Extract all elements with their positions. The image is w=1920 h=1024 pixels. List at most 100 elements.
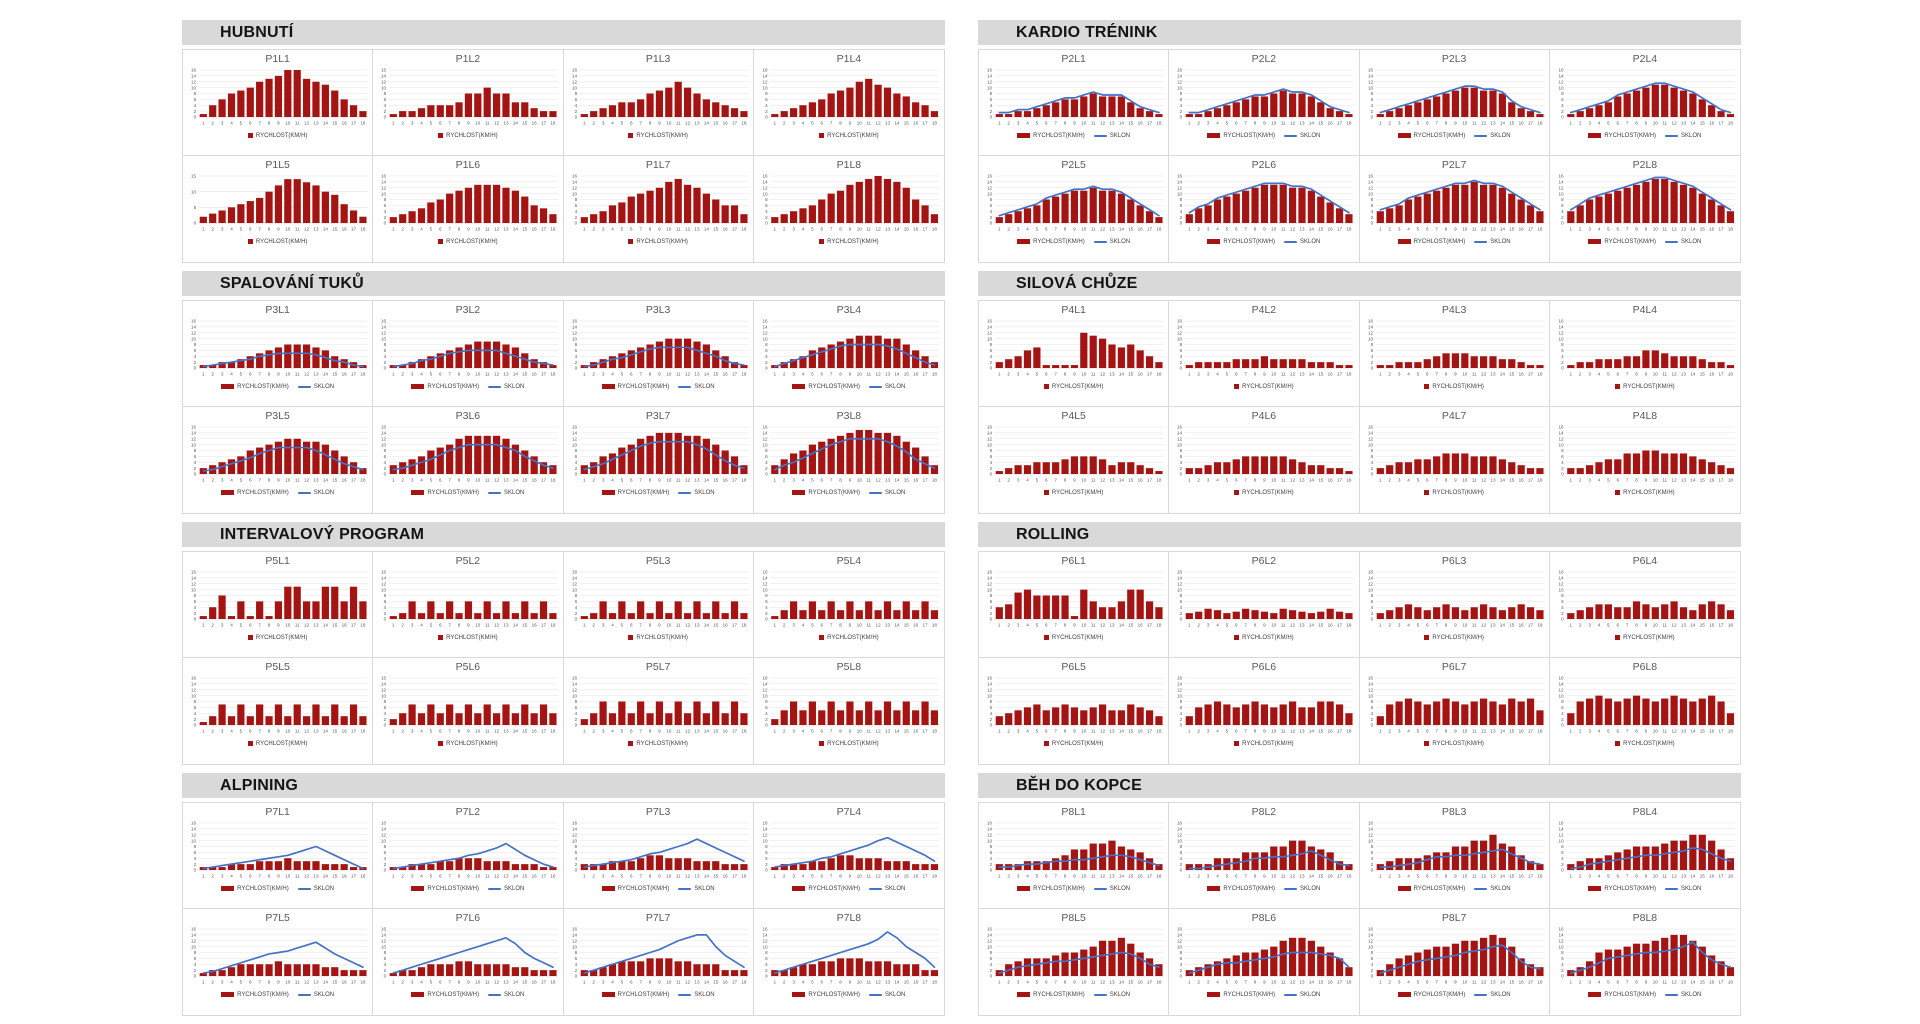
chart-P3L3[interactable]: P3L3 16 14 12 10 8 6 4 2 0 1 2 3 4 5 6 7 8 9 10 11 12 13 14 15 16… bbox=[563, 301, 754, 407]
chart-P7L8[interactable]: P7L8 16 14 12 10 8 6 4 2 0 1 2 3 4 5 6 7 8 9 10 11 12 13 14 15 16… bbox=[754, 909, 944, 1015]
chart-P2L1[interactable]: P2L1 16 14 12 10 8 6 4 2 0 1 2 3 4 5 6 7 8 9 10 11 12 13 14 15 16… bbox=[979, 50, 1170, 156]
chart-P2L8[interactable]: P2L8 16 14 12 10 8 6 4 2 0 1 2 3 4 5 6 7 8 9 10 11 12 13 14 15 16… bbox=[1550, 156, 1740, 262]
chart-P1L8[interactable]: P1L8 16 14 12 10 8 6 4 2 0 1 2 3 4 5 6 7 8 9 10 11 12 13 14 15 16… bbox=[754, 156, 944, 262]
chart-P4L7[interactable]: P4L7 16 14 12 10 8 6 4 2 0 1 2 3 4 5 6 7 8 9 10 11 12 13 14 15 16… bbox=[1360, 407, 1550, 513]
chart-P1L2[interactable]: P1L2 16 14 12 10 8 6 4 2 0 1 2 3 4 5 6 7 8 9 10 11 12 13 14 15 16… bbox=[373, 50, 564, 156]
chart-P4L4[interactable]: P4L4 16 14 12 10 8 6 4 2 0 1 2 3 4 5 6 7 8 9 10 11 12 13 14 15 16… bbox=[1549, 301, 1740, 407]
chart-P3L2[interactable]: P3L2 16 14 12 10 8 6 4 2 0 1 2 3 4 5 6 7 8 9 10 11 12 13 14 15 16… bbox=[373, 301, 564, 407]
chart-P6L5[interactable]: P6L5 16 14 12 10 8 6 4 2 0 1 2 3 4 5 6 7 8 9 10 11 12 13 14 15 16… bbox=[979, 658, 1170, 764]
y-tick-label: 6 bbox=[990, 850, 993, 855]
y-tick-label: 6 bbox=[1561, 705, 1564, 710]
x-tick-label: 16 bbox=[1518, 980, 1524, 985]
sklon-swatch-icon bbox=[1093, 240, 1107, 243]
bar bbox=[1432, 852, 1440, 871]
sklon-legend-item: SKLON bbox=[487, 490, 524, 496]
y-tick-label: 14 bbox=[191, 576, 197, 581]
x-tick-label: 1 bbox=[1569, 729, 1572, 734]
chart-P4L2[interactable]: P4L2 16 14 12 10 8 6 4 2 0 1 2 3 4 5 6 7 8 9 10 11 12 13 14 15 16… bbox=[1169, 301, 1360, 407]
chart-P1L1[interactable]: P1L1 16 14 12 10 8 6 4 2 0 1 2 3 4 5 6 7 8 9 10 11 12 13 14 15 16… bbox=[183, 50, 374, 156]
chart-P5L1[interactable]: P5L1 16 14 12 10 8 6 4 2 0 1 2 3 4 5 6 7 8 9 10 11 12 13 14 15 16… bbox=[183, 552, 374, 658]
chart-P7L6[interactable]: P7L6 16 14 12 10 8 6 4 2 0 1 2 3 4 5 6 7 8 9 10 11 12 13 14 15 16… bbox=[373, 909, 564, 1015]
chart-P5L6[interactable]: P5L6 16 14 12 10 8 6 4 2 0 1 2 3 4 5 6 7 8 9 10 11 12 13 14 15 16… bbox=[373, 658, 564, 764]
chart-P6L6[interactable]: P6L6 16 14 12 10 8 6 4 2 0 1 2 3 4 5 6 7 8 9 10 11 12 13 14 15 16… bbox=[1169, 658, 1360, 764]
chart-P7L2[interactable]: P7L2 16 14 12 10 8 6 4 2 0 1 2 3 4 5 6 7 8 9 10 11 12 13 14 15 16… bbox=[373, 803, 564, 909]
bar bbox=[1488, 456, 1497, 475]
bar bbox=[799, 208, 807, 223]
bar bbox=[1498, 93, 1506, 117]
chart-P3L1[interactable]: P3L1 16 14 12 10 8 6 4 2 0 1 2 3 4 5 6 7 8 9 10 11 12 13 14 15 16… bbox=[183, 301, 374, 407]
bar bbox=[293, 704, 301, 725]
chart-P6L4[interactable]: P6L4 16 14 12 10 8 6 4 2 0 1 2 3 4 5 6 7 8 9 10 11 12 13 14 15 16… bbox=[1549, 552, 1740, 658]
x-tick-label: 13 bbox=[1109, 121, 1115, 126]
chart-P6L7[interactable]: P6L7 16 14 12 10 8 6 4 2 0 1 2 3 4 5 6 7 8 9 10 11 12 13 14 15 16… bbox=[1360, 658, 1550, 764]
chart-P4L5[interactable]: P4L5 16 14 12 10 8 6 4 2 0 1 2 3 4 5 6 7 8 9 10 11 12 13 14 15 16… bbox=[979, 407, 1170, 513]
chart-P8L1[interactable]: P8L1 16 14 12 10 8 6 4 2 0 1 2 3 4 5 6 7 8 9 10 11 12 13 14 15 16… bbox=[979, 803, 1170, 909]
chart-P2L7[interactable]: P2L7 16 14 12 10 8 6 4 2 0 1 2 3 4 5 6 7 8 9 10 11 12 13 14 15 16… bbox=[1360, 156, 1550, 262]
chart-P8L3[interactable]: P8L3 16 14 12 10 8 6 4 2 0 1 2 3 4 5 6 7 8 9 10 11 12 13 14 15 16… bbox=[1359, 803, 1550, 909]
chart-P8L7[interactable]: P8L7 16 14 12 10 8 6 4 2 0 1 2 3 4 5 6 7 8 9 10 11 12 13 14 15 16… bbox=[1360, 909, 1550, 1015]
chart-P1L3[interactable]: P1L3 16 14 12 10 8 6 4 2 0 1 2 3 4 5 6 7 8 9 10 11 12 13 14 15 16… bbox=[563, 50, 754, 156]
legend: RYCHLOST(KM/H) SKLON bbox=[754, 487, 944, 498]
chart-P2L3[interactable]: P2L3 16 14 12 10 8 6 4 2 0 1 2 3 4 5 6 7 8 9 10 11 12 13 14 15 16… bbox=[1359, 50, 1550, 156]
y-tick-label: 0 bbox=[1370, 723, 1373, 728]
chart-P2L6[interactable]: P2L6 16 14 12 10 8 6 4 2 0 1 2 3 4 5 6 7 8 9 10 11 12 13 14 15 16… bbox=[1169, 156, 1360, 262]
x-tick-label: 15 bbox=[1509, 980, 1515, 985]
x-tick-label: 14 bbox=[1499, 623, 1505, 628]
x-tick-label: 4 bbox=[611, 623, 614, 628]
x-tick-label: 18 bbox=[1347, 623, 1353, 628]
chart-P6L3[interactable]: P6L3 16 14 12 10 8 6 4 2 0 1 2 3 4 5 6 7 8 9 10 11 12 13 14 15 16… bbox=[1359, 552, 1550, 658]
y-tick-label: 8 bbox=[574, 593, 577, 598]
chart-P7L7[interactable]: P7L7 16 14 12 10 8 6 4 2 0 1 2 3 4 5 6 7 8 9 10 11 12 13 14 15 16… bbox=[564, 909, 754, 1015]
chart-P3L5[interactable]: P3L5 16 14 12 10 8 6 4 2 0 1 2 3 4 5 6 7 8 9 10 11 12 13 14 15 16… bbox=[183, 407, 374, 513]
speed-legend-item: RYCHLOST(KM/H) bbox=[221, 490, 289, 496]
chart-P6L1[interactable]: P6L1 16 14 12 10 8 6 4 2 0 1 2 3 4 5 6 7 8 9 10 11 12 13 14 15 16… bbox=[979, 552, 1170, 658]
bar bbox=[1451, 943, 1459, 976]
x-tick-label: 10 bbox=[476, 623, 482, 628]
chart-P7L1[interactable]: P7L1 16 14 12 10 8 6 4 2 0 1 2 3 4 5 6 7 8 9 10 11 12 13 14 15 16… bbox=[183, 803, 374, 909]
chart-P8L5[interactable]: P8L5 16 14 12 10 8 6 4 2 0 1 2 3 4 5 6 7 8 9 10 11 12 13 14 15 16… bbox=[979, 909, 1170, 1015]
chart-P5L5[interactable]: P5L5 16 14 12 10 8 6 4 2 0 1 2 3 4 5 6 7 8 9 10 11 12 13 14 15 16… bbox=[183, 658, 374, 764]
chart-P3L6[interactable]: P3L6 16 14 12 10 8 6 4 2 0 1 2 3 4 5 6 7 8 9 10 11 12 13 14 15 16… bbox=[373, 407, 564, 513]
chart-P5L2[interactable]: P5L2 16 14 12 10 8 6 4 2 0 1 2 3 4 5 6 7 8 9 10 11 12 13 14 15 16… bbox=[373, 552, 564, 658]
chart-P1L7[interactable]: P1L7 16 14 12 10 8 6 4 2 0 1 2 3 4 5 6 7 8 9 10 11 12 13 14 15 16… bbox=[564, 156, 754, 262]
chart-P7L5[interactable]: P7L5 16 14 12 10 8 6 4 2 0 1 2 3 4 5 6 7 8 9 10 11 12 13 14 15 16… bbox=[183, 909, 374, 1015]
chart-P8L4[interactable]: P8L4 16 14 12 10 8 6 4 2 0 1 2 3 4 5 6 7 8 9 10 11 12 13 14 15 16… bbox=[1549, 803, 1740, 909]
chart-P7L3[interactable]: P7L3 16 14 12 10 8 6 4 2 0 1 2 3 4 5 6 7 8 9 10 11 12 13 14 15 16… bbox=[563, 803, 754, 909]
bar bbox=[1155, 362, 1163, 369]
x-tick-label: 14 bbox=[1499, 372, 1505, 377]
chart-title: P4L3 bbox=[1441, 304, 1467, 316]
chart-P6L8[interactable]: P6L8 16 14 12 10 8 6 4 2 0 1 2 3 4 5 6 7 8 9 10 11 12 13 14 15 16… bbox=[1550, 658, 1740, 764]
chart-P4L8[interactable]: P4L8 16 14 12 10 8 6 4 2 0 1 2 3 4 5 6 7 8 9 10 11 12 13 14 15 16… bbox=[1550, 407, 1740, 513]
legend: RYCHLOST(KM/H) SKLON bbox=[1360, 989, 1549, 1000]
chart-P4L3[interactable]: P4L3 16 14 12 10 8 6 4 2 0 1 2 3 4 5 6 7 8 9 10 11 12 13 14 15 16… bbox=[1359, 301, 1550, 407]
chart-P2L5[interactable]: P2L5 16 14 12 10 8 6 4 2 0 1 2 3 4 5 6 7 8 9 10 11 12 13 14 15 16… bbox=[979, 156, 1170, 262]
chart-P5L3[interactable]: P5L3 16 14 12 10 8 6 4 2 0 1 2 3 4 5 6 7 8 9 10 11 12 13 14 15 16… bbox=[563, 552, 754, 658]
chart-P1L4[interactable]: P1L4 16 14 12 10 8 6 4 2 0 1 2 3 4 5 6 7 8 9 10 11 12 13 14 15 16… bbox=[753, 50, 944, 156]
chart-P5L8[interactable]: P5L8 16 14 12 10 8 6 4 2 0 1 2 3 4 5 6 7 8 9 10 11 12 13 14 15 16… bbox=[754, 658, 944, 764]
chart-P7L4[interactable]: P7L4 16 14 12 10 8 6 4 2 0 1 2 3 4 5 6 7 8 9 10 11 12 13 14 15 16… bbox=[753, 803, 944, 909]
bar bbox=[1670, 840, 1678, 871]
x-tick-label: 3 bbox=[1588, 729, 1591, 734]
chart-P5L4[interactable]: P5L4 16 14 12 10 8 6 4 2 0 1 2 3 4 5 6 7 8 9 10 11 12 13 14 15 16… bbox=[753, 552, 944, 658]
chart-P3L8[interactable]: P3L8 16 14 12 10 8 6 4 2 0 1 2 3 4 5 6 7 8 9 10 11 12 13 14 15 16… bbox=[754, 407, 944, 513]
chart-P6L2[interactable]: P6L2 16 14 12 10 8 6 4 2 0 1 2 3 4 5 6 7 8 9 10 11 12 13 14 15 16… bbox=[1169, 552, 1360, 658]
chart-P2L2[interactable]: P2L2 16 14 12 10 8 6 4 2 0 1 2 3 4 5 6 7 8 9 10 11 12 13 14 15 16… bbox=[1169, 50, 1360, 156]
x-tick-label: 17 bbox=[731, 874, 737, 879]
chart-P1L5[interactable]: P1L5 15 10 5 0 1 2 3 4 5 6 7 8 9 10 11 12 13 14 15 16 17 18 RYC… bbox=[183, 156, 374, 262]
chart-P4L1[interactable]: P4L1 16 14 12 10 8 6 4 2 0 1 2 3 4 5 6 7 8 9 10 11 12 13 14 15 16… bbox=[979, 301, 1170, 407]
chart-P8L6[interactable]: P8L6 16 14 12 10 8 6 4 2 0 1 2 3 4 5 6 7 8 9 10 11 12 13 14 15 16… bbox=[1169, 909, 1360, 1015]
chart-P1L6[interactable]: P1L6 16 14 12 10 8 6 4 2 0 1 2 3 4 5 6 7 8 9 10 11 12 13 14 15 16… bbox=[373, 156, 564, 262]
chart-P8L8[interactable]: P8L8 16 14 12 10 8 6 4 2 0 1 2 3 4 5 6 7 8 9 10 11 12 13 14 15 16… bbox=[1550, 909, 1740, 1015]
chart-P8L2[interactable]: P8L2 16 14 12 10 8 6 4 2 0 1 2 3 4 5 6 7 8 9 10 11 12 13 14 15 16… bbox=[1169, 803, 1360, 909]
bar bbox=[780, 710, 788, 725]
chart-P3L4[interactable]: P3L4 16 14 12 10 8 6 4 2 0 1 2 3 4 5 6 7 8 9 10 11 12 13 14 15 16… bbox=[753, 301, 944, 407]
x-tick-label: 12 bbox=[1671, 372, 1677, 377]
chart-P5L7[interactable]: P5L7 16 14 12 10 8 6 4 2 0 1 2 3 4 5 6 7 8 9 10 11 12 13 14 15 16… bbox=[564, 658, 754, 764]
chart-P4L6[interactable]: P4L6 16 14 12 10 8 6 4 2 0 1 2 3 4 5 6 7 8 9 10 11 12 13 14 15 16… bbox=[1169, 407, 1360, 513]
bar bbox=[1632, 90, 1640, 117]
bar bbox=[683, 858, 691, 870]
chart-P3L7[interactable]: P3L7 16 14 12 10 8 6 4 2 0 1 2 3 4 5 6 7 8 9 10 11 12 13 14 15 16… bbox=[564, 407, 754, 513]
bar bbox=[246, 201, 254, 223]
chart-P2L4[interactable]: P2L4 16 14 12 10 8 6 4 2 0 1 2 3 4 5 6 7 8 9 10 11 12 13 14 15 16… bbox=[1549, 50, 1740, 156]
